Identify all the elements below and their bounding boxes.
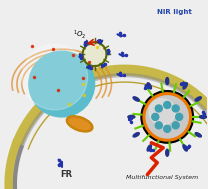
Text: Multifunctional System: Multifunctional System — [126, 175, 198, 180]
Ellipse shape — [66, 116, 93, 132]
Circle shape — [29, 51, 95, 117]
Ellipse shape — [183, 145, 187, 151]
Ellipse shape — [195, 133, 201, 137]
Ellipse shape — [166, 77, 169, 84]
Ellipse shape — [128, 115, 135, 118]
Ellipse shape — [195, 97, 201, 101]
Circle shape — [149, 99, 175, 125]
Circle shape — [164, 101, 171, 108]
Circle shape — [145, 95, 189, 139]
Ellipse shape — [183, 83, 187, 89]
Ellipse shape — [147, 145, 151, 151]
Ellipse shape — [200, 115, 207, 118]
Circle shape — [84, 43, 105, 65]
Circle shape — [176, 113, 183, 120]
Ellipse shape — [133, 133, 139, 137]
Circle shape — [172, 122, 179, 129]
Circle shape — [152, 113, 159, 120]
Circle shape — [172, 105, 179, 112]
Ellipse shape — [147, 83, 151, 89]
Text: NIR light: NIR light — [157, 9, 192, 15]
Text: $^1$O$_2$: $^1$O$_2$ — [73, 29, 87, 41]
Circle shape — [22, 44, 88, 110]
Circle shape — [155, 105, 162, 112]
Ellipse shape — [166, 149, 169, 156]
Circle shape — [164, 125, 171, 132]
Text: FR: FR — [61, 170, 73, 179]
Ellipse shape — [133, 97, 139, 101]
Ellipse shape — [69, 118, 90, 129]
Circle shape — [155, 122, 162, 129]
